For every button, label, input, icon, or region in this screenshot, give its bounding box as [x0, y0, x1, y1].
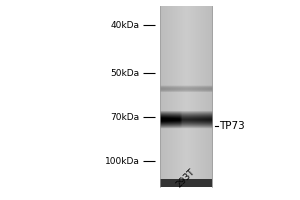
Bar [160, 179, 212, 187]
Text: TP73: TP73 [219, 121, 245, 131]
Text: 40kDa: 40kDa [110, 21, 140, 29]
Text: 70kDa: 70kDa [110, 112, 140, 121]
Text: 100kDa: 100kDa [105, 156, 140, 166]
Text: 50kDa: 50kDa [110, 68, 140, 77]
Text: 293T: 293T [175, 167, 197, 189]
